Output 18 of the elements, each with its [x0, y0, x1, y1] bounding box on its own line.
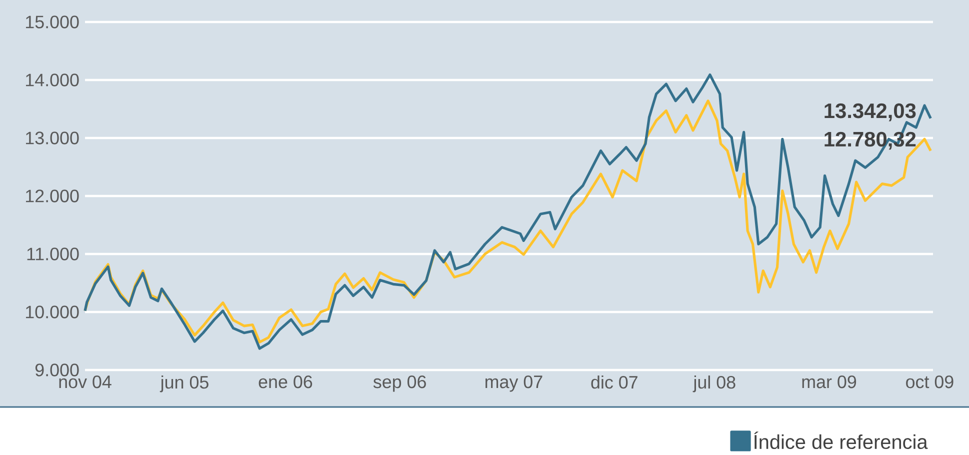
y-tick-label: 12.000	[26, 190, 79, 202]
y-tick-label: 14.000	[26, 74, 79, 86]
y-tick-label: 13.000	[26, 132, 79, 144]
x-tick-label: ene 06	[258, 375, 312, 388]
y-tick-label: 10.000	[26, 306, 79, 318]
legend-label: Índice de referencia	[754, 432, 928, 450]
x-tick-label: mar 09	[802, 375, 856, 388]
x-tick-label: nov 04	[59, 375, 112, 388]
x-tick-label: sep 06	[373, 375, 426, 392]
y-tick-label: 15.000	[26, 16, 79, 28]
y-tick-label: 9.000	[35, 364, 79, 376]
y-tick-label: 11.000	[27, 248, 79, 260]
x-tick-label: oct 09	[906, 375, 954, 388]
x-tick-label: may 07	[486, 375, 542, 392]
x-tick-label: jun 05	[160, 376, 208, 392]
x-tick-label: dic 07	[591, 376, 638, 389]
annotation: 13.342,03	[824, 103, 916, 122]
x-tick-label: jul 08	[692, 376, 736, 392]
